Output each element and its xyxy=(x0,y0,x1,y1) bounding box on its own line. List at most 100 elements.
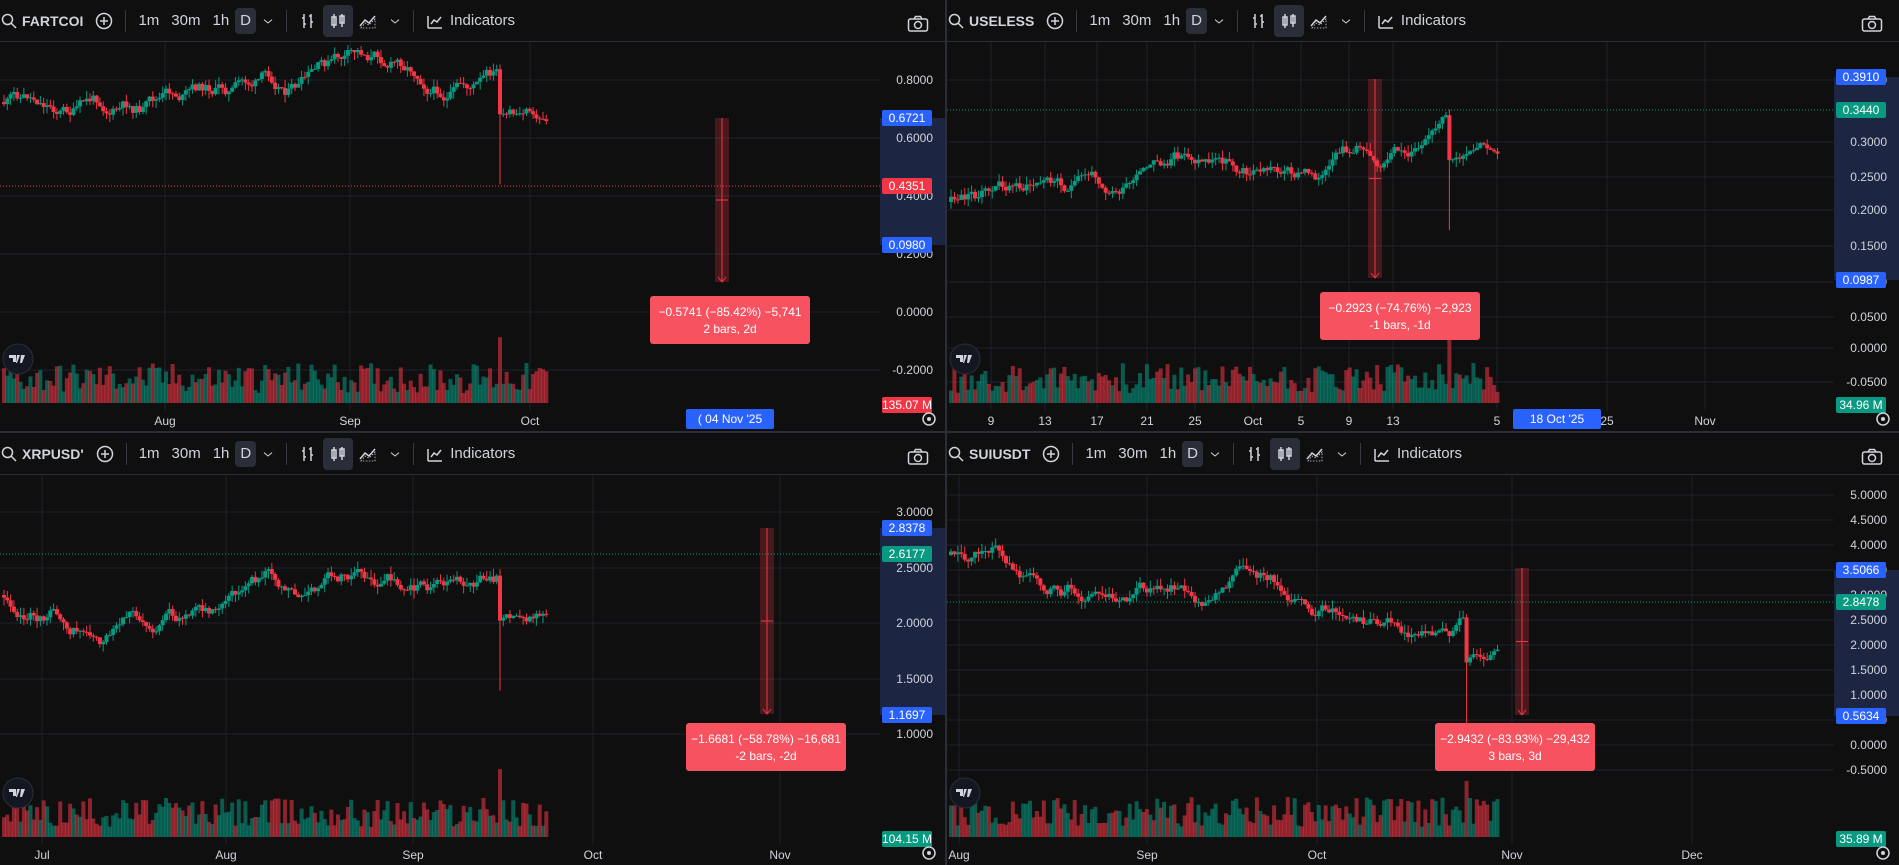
bar-style-button[interactable] xyxy=(1244,5,1274,37)
compare-symbol-button[interactable] xyxy=(90,438,120,470)
candle xyxy=(111,625,116,641)
interval-30m-button[interactable]: 30m xyxy=(166,438,207,470)
snapshot-button[interactable] xyxy=(901,441,935,473)
compare-symbol-button[interactable] xyxy=(89,5,119,37)
interval-1m-button[interactable]: 1m xyxy=(133,438,166,470)
area-style-button[interactable] xyxy=(1300,438,1330,470)
tradingview-logo[interactable] xyxy=(2,777,34,809)
measure-tool[interactable]: −0.2923 (−74.76%) −2,923-1 bars, -1d xyxy=(1320,79,1480,340)
interval-dropdown-button[interactable] xyxy=(1207,5,1231,37)
volume-bar xyxy=(1364,797,1369,837)
interval-dropdown-button[interactable] xyxy=(256,5,280,37)
candle xyxy=(1261,166,1266,174)
bar-style-button[interactable] xyxy=(1240,438,1270,470)
interval-dropdown-button[interactable] xyxy=(256,438,280,470)
chart-style-dropdown-button[interactable] xyxy=(383,438,407,470)
camera-icon xyxy=(1861,15,1883,33)
indicators-button[interactable]: Indicators xyxy=(1371,5,1472,37)
candles-style-button[interactable] xyxy=(323,437,354,470)
candles-style-button[interactable] xyxy=(1273,4,1304,37)
candle xyxy=(8,91,13,105)
interval-1h-button[interactable]: 1h xyxy=(207,438,236,470)
volume-bar xyxy=(952,366,957,403)
gear-icon[interactable] xyxy=(922,846,936,860)
candle xyxy=(1416,631,1421,638)
area-style-button[interactable] xyxy=(1304,5,1334,37)
area-style-button[interactable] xyxy=(353,5,383,37)
interval-d-button[interactable]: D xyxy=(1186,7,1207,34)
candle xyxy=(104,633,109,645)
chart-canvas[interactable]: 3.00002.50002.00001.50001.00002.83782.61… xyxy=(0,475,945,865)
interval-1h-button[interactable]: 1h xyxy=(1153,438,1182,470)
candle xyxy=(15,87,20,101)
volume-bar xyxy=(74,373,79,403)
chart-canvas[interactable]: 5.00004.50004.00003.50003.00002.50002.00… xyxy=(947,475,1899,865)
symbol-search-button[interactable]: FARTCOI xyxy=(0,5,89,37)
chart-style-dropdown-button[interactable] xyxy=(383,5,407,37)
interval-30m-button[interactable]: 30m xyxy=(1116,5,1157,37)
interval-d-button[interactable]: D xyxy=(1182,440,1204,467)
interval-dropdown-button[interactable] xyxy=(1203,438,1227,470)
candle xyxy=(355,561,360,578)
candle xyxy=(322,573,327,593)
gear-icon[interactable] xyxy=(1876,846,1890,860)
snapshot-button[interactable] xyxy=(1855,441,1889,473)
interval-d-button[interactable]: D xyxy=(235,440,257,467)
interval-30m-button[interactable]: 30m xyxy=(165,5,206,37)
volume-bar xyxy=(1309,812,1314,837)
candles-style-button[interactable] xyxy=(1270,437,1301,470)
volume-bar xyxy=(1058,808,1063,837)
measure-tool[interactable]: −1.6681 (−58.78%) −16,681-2 bars, -2d xyxy=(686,528,846,771)
volume-bar xyxy=(1320,370,1325,403)
candle xyxy=(1189,154,1194,165)
volume-bar xyxy=(1358,387,1363,403)
gear-icon[interactable] xyxy=(1876,412,1890,426)
volume-bar xyxy=(412,387,417,403)
chart-pane-suiusdt[interactable]: SUIUSDT 1m 30m 1h D Indicators 5.0000 4.5000 4.0… xyxy=(947,433,1899,865)
indicators-button[interactable]: Indicators xyxy=(420,5,521,37)
candle xyxy=(966,558,971,569)
horizontal-divider[interactable] xyxy=(0,431,1899,433)
area-style-button[interactable] xyxy=(353,438,383,470)
compare-symbol-button[interactable] xyxy=(1040,5,1070,37)
chart-pane-xrpusd[interactable]: XRPUSD' 1m 30m 1h D Indicators 3.0000 2.5000 2.0… xyxy=(0,433,945,865)
indicators-button[interactable]: Indicators xyxy=(1367,438,1468,470)
snapshot-button[interactable] xyxy=(901,8,935,40)
price-axis-label: -0.0500 xyxy=(1846,375,1887,389)
candle xyxy=(1481,141,1486,146)
compare-symbol-button[interactable] xyxy=(1036,438,1066,470)
area-icon xyxy=(359,445,377,463)
candles-style-button[interactable] xyxy=(323,4,354,37)
interval-1m-button[interactable]: 1m xyxy=(1079,438,1112,470)
chart-style-dropdown-button[interactable] xyxy=(1330,438,1354,470)
chart-canvas[interactable]: 0.80000.60000.40000.20000.0000-0.20000.6… xyxy=(0,42,945,431)
symbol-search-button[interactable]: SUIUSDT xyxy=(947,438,1036,470)
volume-bar xyxy=(1234,366,1239,403)
volume-bar xyxy=(160,382,165,403)
candle xyxy=(1461,153,1466,166)
tradingview-logo[interactable] xyxy=(949,343,981,375)
symbol-search-button[interactable]: XRPUSD' xyxy=(0,438,90,470)
tradingview-logo[interactable] xyxy=(949,777,981,809)
interval-1h-button[interactable]: 1h xyxy=(1157,5,1186,37)
interval-1m-button[interactable]: 1m xyxy=(1083,5,1116,37)
chart-canvas[interactable]: 0.40000.30000.25000.20000.15000.10000.05… xyxy=(947,42,1899,431)
bar-style-button[interactable] xyxy=(293,438,323,470)
chart-pane-fartcoi[interactable]: FARTCOI 1m 30m 1h D Indicators 0.8000 0.6000 0.4… xyxy=(0,0,945,431)
indicators-button[interactable]: Indicators xyxy=(420,438,521,470)
interval-30m-button[interactable]: 30m xyxy=(1112,438,1153,470)
interval-1m-button[interactable]: 1m xyxy=(132,5,165,37)
interval-1h-button[interactable]: 1h xyxy=(206,5,235,37)
snapshot-button[interactable] xyxy=(1855,8,1889,40)
tradingview-logo[interactable] xyxy=(2,343,34,375)
chart-style-dropdown-button[interactable] xyxy=(1334,5,1358,37)
bar-style-button[interactable] xyxy=(293,5,323,37)
toolbar-separator xyxy=(1360,442,1362,465)
volume-bar xyxy=(1474,377,1479,403)
symbol-search-button[interactable]: USELESS xyxy=(947,5,1040,37)
interval-d-button[interactable]: D xyxy=(235,7,257,34)
gear-icon[interactable] xyxy=(922,412,936,426)
